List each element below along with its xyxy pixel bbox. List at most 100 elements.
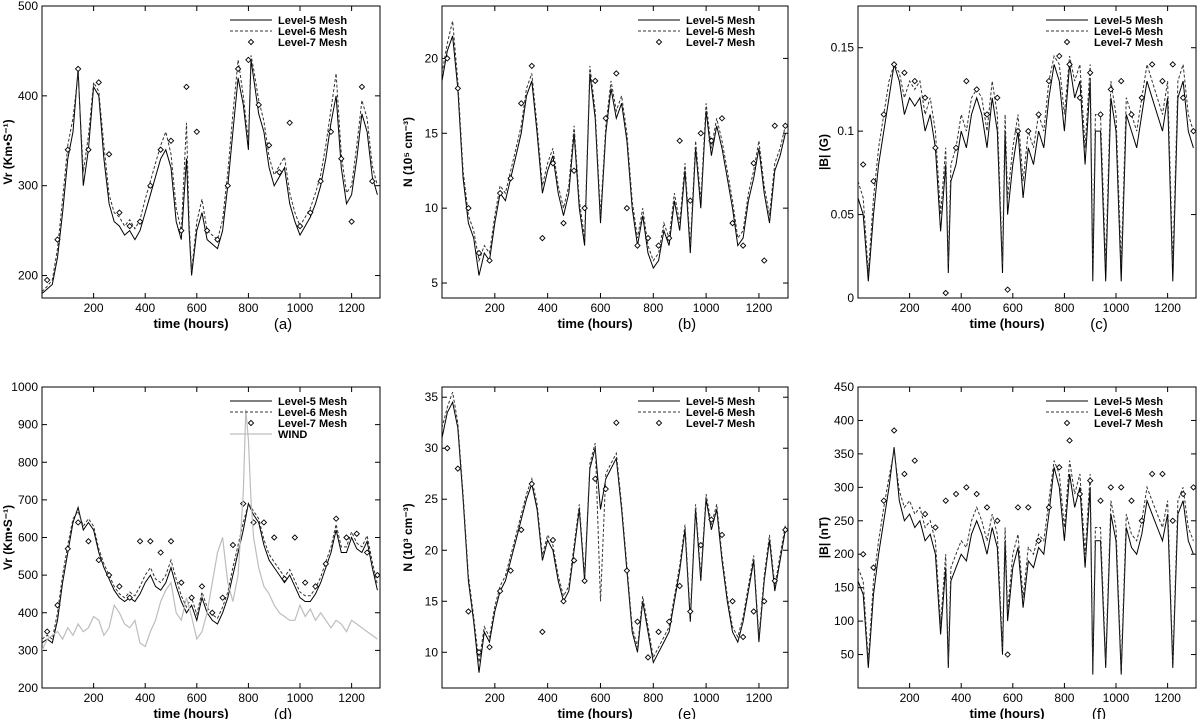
data-point-marker [994,94,1001,102]
y-tick-label: 20 [425,543,439,557]
data-point-marker [219,594,226,601]
x-tick-label: 1200 [746,691,773,705]
y-tick-label: 0.1 [837,124,854,138]
subplot-d: 200 400 600 800 1000 1200 200 300 400 500 600 700 80… [1,380,381,719]
data-point-marker [43,276,51,284]
x-tick-label: 1200 [1154,691,1181,705]
legend-label: Level-5 Mesh [278,396,347,408]
series-line-level-5-mesh [442,400,786,673]
data-point-marker [729,219,736,227]
data-point-marker [539,628,546,636]
data-point-marker [687,608,694,615]
data-point-marker [676,137,683,145]
data-point-marker [1148,470,1156,478]
x-tick-label: 200 [900,301,920,315]
legend-label: Level-7 Mesh [1094,418,1163,430]
y-tick-label: 400 [18,89,38,103]
series-line-level-6-mesh [442,20,786,263]
legend-marker [247,419,255,427]
data-point-marker [697,130,705,137]
y-tick-label: 200 [834,547,854,561]
data-point-marker [901,470,908,478]
data-point-marker [952,490,960,498]
x-tick-label: 400 [951,301,971,315]
series-line-level-5-mesh [442,35,786,276]
data-point-marker [760,598,768,605]
data-point-marker [581,577,588,585]
x-tick-label: 800 [1054,301,1074,315]
data-point-marker [1056,52,1063,60]
data-point-marker [921,510,929,518]
data-point-marker [234,65,242,73]
data-point-marker [260,519,268,526]
data-point-marker [157,146,164,153]
legend-label: WIND [278,429,307,441]
y-tick-label: 900 [18,418,38,432]
data-point-marker [486,643,493,651]
data-point-marker [105,571,113,579]
data-point-marker [327,128,335,136]
data-point-marker [718,115,726,122]
data-point-marker [570,557,578,564]
data-point-marker [1014,504,1022,511]
x-tick-label: 200 [485,301,505,315]
data-point-marker [1128,111,1135,118]
data-point-marker [507,567,514,574]
data-point-marker [880,497,888,504]
data-point-marker [475,649,483,656]
data-point-marker [760,257,768,264]
data-point-marker [655,628,662,636]
data-point-marker [859,161,867,168]
data-point-marker [147,538,154,545]
subplot-b: 200 400 600 800 1000 1200 5 10 15 20 time (hours) (… [401,5,789,333]
data-point-marker [486,257,493,264]
data-point-marker [1159,77,1166,85]
data-point-marker [64,545,72,553]
y-tick-label: 15 [425,126,439,140]
y-tick-label: 450 [834,380,854,394]
panel-label: (b) [678,316,696,333]
data-point-marker [570,167,578,174]
x-tick-label: 1200 [1154,301,1181,315]
data-point-marker [676,582,683,590]
x-axis-label: time (hours) [557,706,632,719]
data-point-marker [1056,464,1063,471]
y-tick-label: 200 [18,681,38,695]
data-point-marker [369,177,376,185]
x-tick-label: 400 [538,301,558,315]
data-point-marker [1117,484,1125,491]
y-tick-label: 15 [425,594,439,608]
x-axis-label: time (hours) [969,316,1044,331]
data-point-marker [1179,490,1187,498]
data-point-marker [322,560,330,568]
y-tick-label: 350 [834,447,854,461]
data-point-marker [1004,286,1011,293]
y-tick-label: 400 [834,413,854,427]
data-point-marker [178,227,185,234]
data-point-marker [613,419,620,426]
data-point-marker [942,289,949,297]
data-point-marker [126,594,133,601]
data-point-marker [1190,484,1196,491]
data-point-marker [518,100,525,107]
x-tick-label: 800 [643,301,663,315]
data-point-marker [265,142,273,149]
data-point-marker [1045,504,1053,511]
data-point-marker [1086,69,1094,76]
data-point-marker [549,536,557,544]
series-group [442,391,788,673]
data-point-marker [870,564,877,571]
data-point-marker [338,155,345,162]
data-point-marker [353,530,361,537]
data-point-marker [528,480,536,488]
series-group [42,55,378,294]
y-axis-label: N (10³ cm⁻³) [401,503,415,571]
data-point-marker [655,242,662,249]
y-axis-label: |B| (nT) [817,517,831,558]
data-point-marker [85,538,92,545]
y-tick-label: 0.05 [831,208,855,222]
data-point-marker [157,549,164,556]
data-point-marker [911,457,918,464]
